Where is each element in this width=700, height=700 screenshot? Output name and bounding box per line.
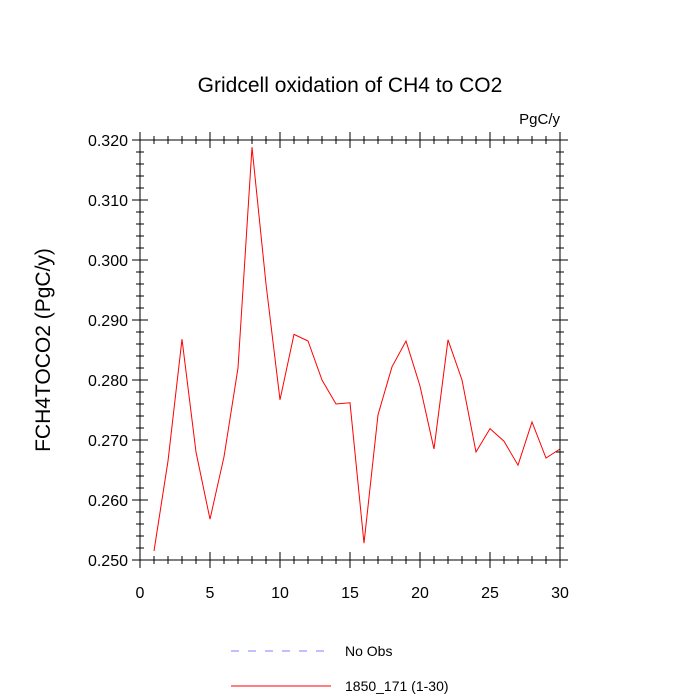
legend: No Obs 1850_171 (1-30) [231,643,449,694]
y-tick-label: 0.300 [88,253,128,270]
x-tick-label: 5 [206,585,215,602]
legend-label-1850-171: 1850_171 (1-30) [345,678,449,694]
y-tick-label: 0.310 [88,193,128,210]
x-tick-label: 15 [341,585,359,602]
tick-labels: 0 5 10 15 20 25 30 0.250 0.260 0.270 0.280 0.290 0.3… [88,133,569,602]
y-tick-label: 0.260 [88,493,128,510]
chart-title: Gridcell oxidation of CH4 to CO2 [198,74,503,97]
axis-ticks [132,132,568,568]
y-axis-label: FCH4TOCO2 (PgC/y) [32,248,55,452]
series-line [153,147,561,552]
x-tick-label: 25 [481,585,499,602]
x-tick-label: 10 [271,585,289,602]
x-tick-label: 20 [411,585,429,602]
legend-label-no-obs: No Obs [345,643,392,659]
x-tick-label: 30 [551,585,569,602]
y-tick-label: 0.250 [88,553,128,570]
x-tick-label: 0 [136,585,145,602]
series-group [153,147,561,552]
y-tick-label: 0.320 [88,133,128,150]
units-label: PgC/y [519,111,560,128]
y-tick-label: 0.270 [88,433,128,450]
y-tick-label: 0.280 [88,373,128,390]
plot-frame [139,139,561,561]
y-tick-label: 0.290 [88,313,128,330]
